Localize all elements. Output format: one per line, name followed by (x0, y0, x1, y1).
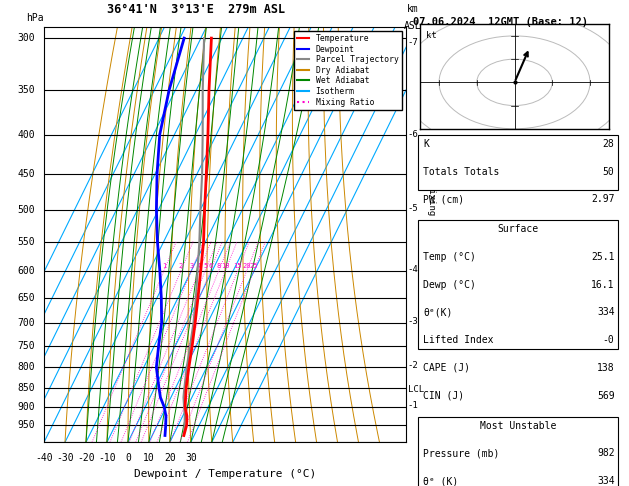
Text: 0: 0 (125, 452, 131, 463)
Text: 138: 138 (597, 363, 615, 373)
Text: hPa: hPa (26, 13, 43, 22)
Text: -0: -0 (603, 335, 615, 345)
Text: kt: kt (426, 31, 437, 39)
Text: Pressure (mb): Pressure (mb) (423, 449, 499, 458)
Text: Dewp (°C): Dewp (°C) (423, 280, 476, 290)
Text: 334: 334 (597, 476, 615, 486)
Text: 400: 400 (18, 130, 35, 139)
Text: 8: 8 (216, 263, 221, 269)
Text: -10: -10 (98, 452, 116, 463)
Text: -30: -30 (56, 452, 74, 463)
Text: 650: 650 (18, 293, 35, 303)
Text: 750: 750 (18, 341, 35, 351)
Text: 6: 6 (208, 263, 213, 269)
Text: PW (cm): PW (cm) (423, 194, 464, 204)
Text: θᵉ (K): θᵉ (K) (423, 476, 459, 486)
Text: 2: 2 (179, 263, 183, 269)
Text: 550: 550 (18, 237, 35, 246)
Text: -7: -7 (408, 38, 418, 47)
Text: -3: -3 (408, 317, 418, 326)
Text: -5: -5 (408, 204, 418, 213)
Text: 10: 10 (143, 452, 155, 463)
Text: 07.06.2024  12GMT (Base: 12): 07.06.2024 12GMT (Base: 12) (413, 17, 587, 27)
Text: 569: 569 (597, 391, 615, 400)
Text: -1: -1 (408, 400, 418, 410)
Text: LCL: LCL (408, 385, 424, 394)
Text: CAPE (J): CAPE (J) (423, 363, 470, 373)
Text: 2.97: 2.97 (591, 194, 615, 204)
Text: 350: 350 (18, 85, 35, 95)
Text: 950: 950 (18, 420, 35, 430)
Text: 500: 500 (18, 205, 35, 215)
Text: Lifted Index: Lifted Index (423, 335, 494, 345)
Text: 800: 800 (18, 363, 35, 372)
Legend: Temperature, Dewpoint, Parcel Trajectory, Dry Adiabat, Wet Adiabat, Isotherm, Mi: Temperature, Dewpoint, Parcel Trajectory… (294, 31, 402, 110)
Text: Most Unstable: Most Unstable (480, 421, 557, 431)
Text: K: K (423, 139, 429, 149)
Text: 3: 3 (189, 263, 194, 269)
Text: 30: 30 (185, 452, 197, 463)
Text: Dewpoint / Temperature (°C): Dewpoint / Temperature (°C) (134, 469, 316, 479)
Text: 28: 28 (603, 139, 615, 149)
Text: 4: 4 (197, 263, 201, 269)
Text: 900: 900 (18, 402, 35, 412)
Text: CIN (J): CIN (J) (423, 391, 464, 400)
Text: 982: 982 (597, 449, 615, 458)
Text: 5: 5 (203, 263, 208, 269)
Text: 36°41'N  3°13'E  279m ASL: 36°41'N 3°13'E 279m ASL (107, 3, 285, 17)
Text: km: km (407, 4, 419, 14)
Text: 600: 600 (18, 266, 35, 276)
Text: 20: 20 (164, 452, 175, 463)
Text: ASL: ASL (404, 21, 422, 31)
Text: -40: -40 (35, 452, 53, 463)
Text: Temp (°C): Temp (°C) (423, 252, 476, 262)
Text: θᵉ(K): θᵉ(K) (423, 308, 453, 317)
Text: 20: 20 (243, 263, 251, 269)
Text: 50: 50 (603, 167, 615, 176)
Text: 850: 850 (18, 382, 35, 393)
Text: Totals Totals: Totals Totals (423, 167, 499, 176)
Text: 25: 25 (250, 263, 258, 269)
Text: 25.1: 25.1 (591, 252, 615, 262)
Text: 450: 450 (18, 169, 35, 179)
Text: 700: 700 (18, 317, 35, 328)
Text: -2: -2 (408, 361, 418, 370)
Text: 16.1: 16.1 (591, 280, 615, 290)
Text: 10: 10 (221, 263, 230, 269)
Text: 15: 15 (233, 263, 242, 269)
Text: 300: 300 (18, 33, 35, 43)
Text: 334: 334 (597, 308, 615, 317)
Text: 1: 1 (162, 263, 166, 269)
Text: -6: -6 (408, 130, 418, 139)
Text: © weatheronline.co.uk: © weatheronline.co.uk (462, 469, 576, 479)
Text: -20: -20 (77, 452, 95, 463)
Text: -4: -4 (408, 265, 418, 274)
Text: Surface: Surface (498, 225, 539, 234)
Text: Mixing Ratio (g/kg): Mixing Ratio (g/kg) (426, 183, 435, 286)
